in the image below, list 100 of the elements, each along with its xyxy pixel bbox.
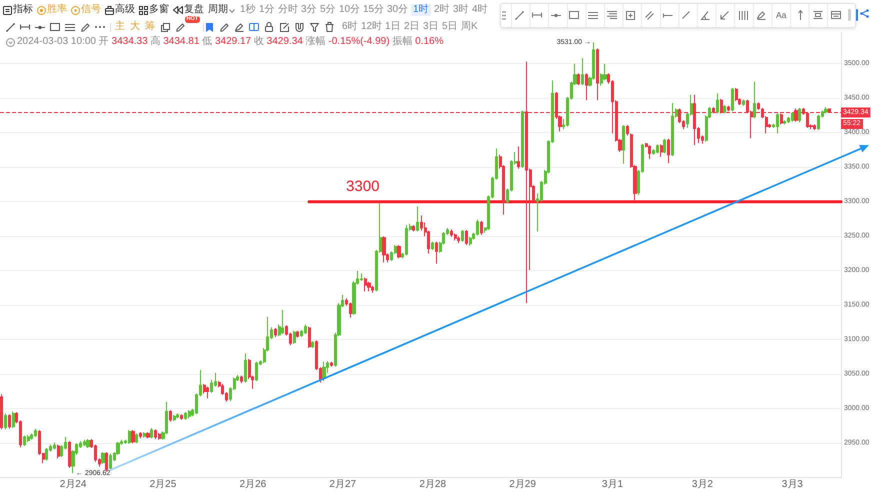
candlestick [517,146,520,170]
text: 1分 [259,4,275,16]
candlestick [469,236,472,246]
candlestick [581,58,584,86]
candlestick [731,87,734,112]
candlestick [596,48,599,101]
text: 筹 [145,21,155,33]
candlestick [412,224,415,232]
x-tick-label: 2月25 [150,479,177,490]
candlestick [154,428,157,440]
text: 30分 [387,4,408,16]
text: 多窗 [149,4,169,16]
text: 1日 [385,21,401,33]
candlestick [382,236,386,263]
candlestick [663,138,666,154]
candlestick [169,410,172,422]
candlestick [817,114,820,130]
candlestick [203,383,206,394]
candlestick [255,361,258,382]
candlestick [293,330,296,344]
text: 1时 [411,4,431,16]
text: 3日 [423,21,439,33]
text: 2时 [434,4,450,16]
candlestick [660,144,663,158]
candlestick [296,330,299,338]
candlestick [371,285,374,294]
text: 复盘 [184,4,204,16]
candlestick [4,413,7,430]
candlestick [83,439,86,446]
candlestick [735,87,738,102]
candlestick [304,324,307,335]
candlestick [521,110,524,168]
candlestick [783,120,786,125]
candlestick [585,72,588,101]
candlestick [622,124,625,164]
candlestick [776,112,779,134]
candlestick [798,107,801,123]
text: 5分 [320,4,336,16]
candlestick [311,340,314,348]
candlestick [322,361,326,382]
x-tick-label: 3月1 [602,479,624,490]
candlestick [105,452,108,472]
candlestick [431,241,434,250]
text: 2日 [404,21,420,33]
candlestick [176,413,179,419]
candlestick [206,386,209,399]
candlestick [465,229,468,246]
candlestick [143,432,146,438]
candlestick [240,375,243,384]
x-tick-label: 2月26 [240,479,267,490]
x-tick-label: 2月29 [509,479,536,490]
candlestick [716,92,719,114]
x-tick-label: 3月2 [692,479,714,490]
text: 15分 [363,4,384,16]
candlestick [416,206,419,232]
candlestick [173,414,176,422]
candlestick [308,326,311,348]
candlestick [454,232,457,241]
text: 大 [130,21,140,33]
text: 12时 [361,21,382,33]
candlestick [723,104,726,114]
text: 2024-03-03 10:00 开 3434.33 高 3434.81 低 3429.17 收 3429.34 涨幅 -0.15%(-4.99) 振幅 0.16% [17,36,444,47]
candlestick [34,428,37,438]
candlestick [101,452,105,464]
text: 3时 [453,4,469,16]
text: Aa [776,10,786,20]
x-tick-label: 2月24 [60,479,87,490]
candlestick [450,228,453,238]
candlestick [131,430,135,444]
candlestick [23,435,26,446]
candlestick [457,236,460,244]
candlestick [158,432,161,440]
candlestick [435,241,438,264]
candlestick [281,310,284,335]
candlestick [476,219,479,236]
candlestick [68,440,71,469]
candlestick [397,244,401,259]
candlestick [824,106,828,114]
candlestick [244,353,247,383]
text: 主 [115,21,125,33]
text: 3分 [301,4,317,16]
x-tick-label: 3月3 [782,479,804,490]
x-tick-label: 2月28 [419,479,446,490]
text: 1秒 [240,4,256,16]
candlestick [753,81,756,119]
text: 分时 [278,4,298,16]
candlestick [184,412,187,420]
candlestick [8,414,11,430]
candlestick [330,361,333,368]
text: 高级 [115,4,135,16]
candlestick [146,432,150,439]
candlestick [405,224,408,256]
x-tick-label: 2月27 [329,479,357,490]
text: 信号 [81,4,101,16]
candlestick [461,229,464,242]
candlestick [787,116,790,124]
candlestick [12,410,15,429]
text: 指标 [13,4,33,16]
candlestick [188,410,191,419]
candlestick [667,138,670,164]
